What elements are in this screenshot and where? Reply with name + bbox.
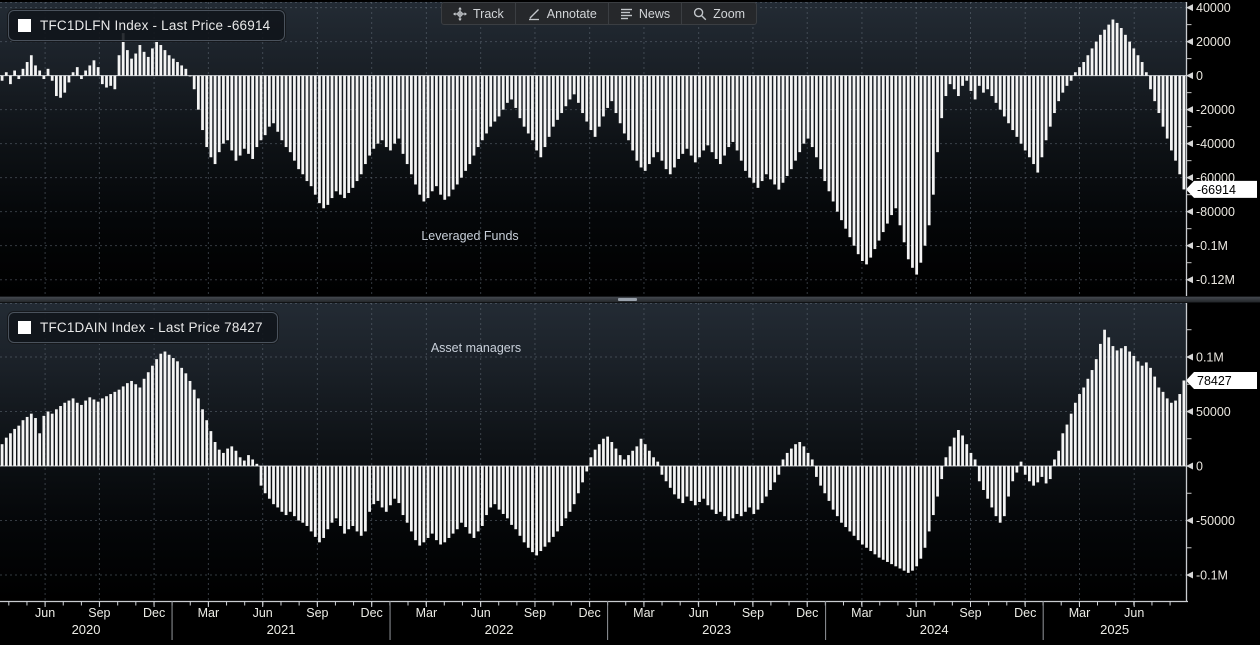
svg-text:0: 0: [1196, 460, 1203, 474]
svg-text:-0.1M: -0.1M: [1196, 239, 1228, 253]
svg-text:Jun: Jun: [253, 606, 273, 620]
asset-managers-legend[interactable]: TFC1DAIN Index - Last Price 78427: [8, 312, 278, 343]
svg-text:78427: 78427: [1197, 374, 1232, 388]
svg-text:Jun: Jun: [1124, 606, 1144, 620]
svg-text:Sep: Sep: [959, 606, 981, 620]
svg-text:Mar: Mar: [851, 606, 873, 620]
svg-text:20000: 20000: [1196, 35, 1231, 49]
svg-text:Sep: Sep: [306, 606, 328, 620]
svg-text:Mar: Mar: [1069, 606, 1091, 620]
zoom-button[interactable]: Zoom: [682, 3, 756, 24]
svg-text:-0.12M: -0.12M: [1196, 273, 1235, 287]
svg-text:40000: 40000: [1196, 1, 1231, 15]
svg-text:Dec: Dec: [143, 606, 165, 620]
leveraged-funds-legend[interactable]: TFC1DLFN Index - Last Price -66914: [8, 10, 286, 41]
series-label: TFC1DLFN Index - Last Price -66914: [40, 18, 271, 33]
svg-text:Dec: Dec: [361, 606, 383, 620]
svg-text:2024: 2024: [920, 622, 949, 637]
svg-text:Dec: Dec: [796, 606, 818, 620]
track-crosshair-icon: [453, 6, 467, 21]
svg-text:Mar: Mar: [633, 606, 655, 620]
svg-text:0.1M: 0.1M: [1196, 350, 1224, 364]
svg-text:-80000: -80000: [1196, 205, 1235, 219]
svg-text:-50000: -50000: [1196, 514, 1235, 528]
svg-text:2022: 2022: [485, 622, 514, 637]
svg-text:Sep: Sep: [524, 606, 546, 620]
news-lines-icon: [620, 8, 632, 20]
panel-resize-divider[interactable]: [0, 296, 1260, 303]
last-price-callout-1: 78427: [1186, 371, 1257, 389]
bars-asset-managers: [0, 329, 1186, 573]
track-button-label: Track: [473, 6, 504, 21]
news-button-label: News: [638, 6, 671, 21]
track-button[interactable]: Track: [442, 3, 516, 24]
svg-text:Jun: Jun: [689, 606, 709, 620]
svg-text:-20000: -20000: [1196, 103, 1235, 117]
svg-text:2023: 2023: [702, 622, 731, 637]
panel-resize-handle[interactable]: [618, 298, 637, 301]
svg-text:Sep: Sep: [742, 606, 764, 620]
y-axis-0: 40000200000-20000-40000-60000-80000-0.1M…: [1186, 1, 1235, 287]
x-axis: Jun Sep Dec Mar Jun Sep Dec Mar Jun Sep Dec Mar Jun S…: [0, 600, 1188, 640]
svg-text:Jun: Jun: [471, 606, 491, 620]
annotate-pencil-icon: [528, 8, 539, 20]
svg-text:Sep: Sep: [88, 606, 110, 620]
svg-text:0: 0: [1196, 69, 1203, 83]
svg-text:Mar: Mar: [198, 606, 220, 620]
leveraged-funds-annotation: Leveraged Funds: [421, 229, 519, 243]
svg-text:-66914: -66914: [1197, 183, 1236, 197]
svg-text:50000: 50000: [1196, 405, 1231, 419]
chart-toolbar: Track Annotate News: [441, 2, 758, 25]
svg-text:-0.1M: -0.1M: [1196, 569, 1228, 583]
annotate-button[interactable]: Annotate: [516, 3, 609, 24]
svg-text:Dec: Dec: [579, 606, 601, 620]
panel-gridlines-0: [0, 2, 1186, 295]
series-swatch: [18, 321, 31, 334]
last-price-callout-0: -66914: [1186, 180, 1257, 198]
news-button[interactable]: News: [609, 3, 683, 24]
series-swatch: [18, 19, 31, 32]
y-axis-1: 0.1M 50000 0 -50000 -0.1M: [1186, 329, 1235, 583]
annotate-button-label: Annotate: [546, 6, 597, 21]
zoom-magnifier-icon: [694, 7, 707, 20]
svg-text:Jun: Jun: [906, 606, 926, 620]
zoom-button-label: Zoom: [713, 6, 746, 21]
bars-leveraged-funds: [0, 19, 1186, 275]
svg-text:Mar: Mar: [416, 606, 438, 620]
svg-text:-40000: -40000: [1196, 137, 1235, 151]
svg-text:2025: 2025: [1100, 622, 1129, 637]
svg-text:Jun: Jun: [35, 606, 55, 620]
series-label: TFC1DAIN Index - Last Price 78427: [40, 320, 263, 335]
svg-text:Dec: Dec: [1014, 606, 1036, 620]
asset-managers-annotation: Asset managers: [430, 341, 522, 355]
svg-text:2020: 2020: [72, 622, 101, 637]
leveraged-funds-panel-background: [0, 2, 1186, 295]
svg-text:2021: 2021: [267, 622, 296, 637]
